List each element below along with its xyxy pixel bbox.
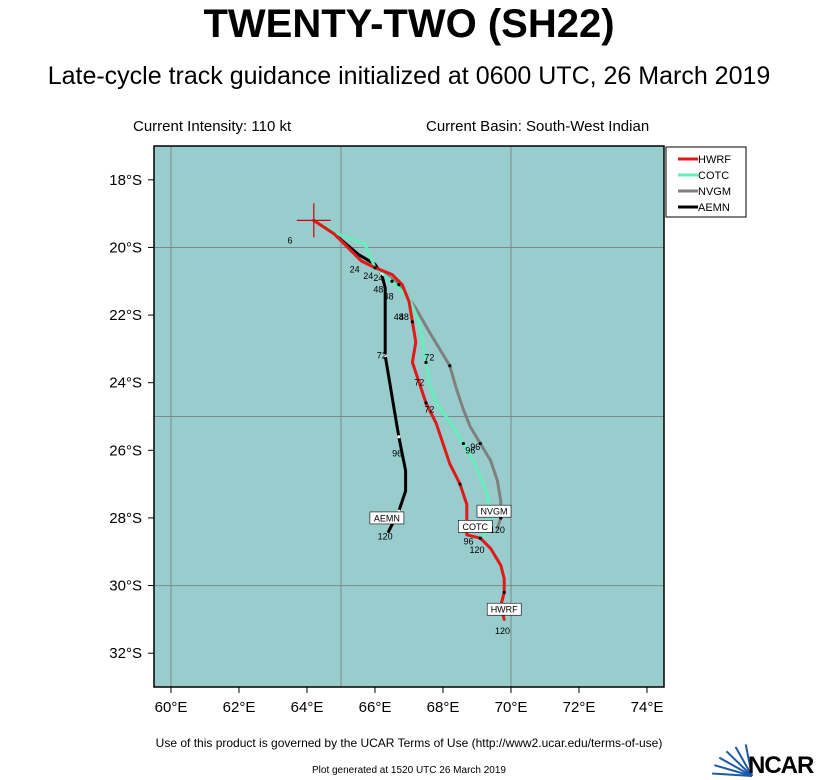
track-hwrf xyxy=(312,218,506,621)
forecast-point-hwrf xyxy=(502,590,506,594)
lon-tick-label: 60°E xyxy=(155,699,188,716)
logo-ray xyxy=(718,756,753,777)
forecast-point-hwrf xyxy=(458,482,462,486)
logo-ray xyxy=(734,746,753,777)
forecast-point-cotc xyxy=(424,360,428,364)
model-end-label-box xyxy=(476,504,512,518)
model-end-label: COTC xyxy=(463,522,489,532)
forecast-point-nvgm xyxy=(448,364,452,368)
forecast-hour-label: 96 xyxy=(470,442,480,452)
forecast-point-hwrf xyxy=(410,320,414,324)
longitude-axis: 60°E 62°E 64°E 66°E 68°E 70°E 72°E 74°E xyxy=(155,687,664,716)
forecast-hour-label: 120 xyxy=(469,545,484,555)
guidance-subtitle: Late-cycle track guidance initialized at… xyxy=(47,62,771,90)
forecast-hour-label: 72 xyxy=(424,352,434,362)
lat-tick-label: 22°S xyxy=(109,307,142,324)
model-end-label-box xyxy=(457,520,493,533)
legend-label-cotc: COTC xyxy=(698,170,729,182)
lat-tick-label: 28°S xyxy=(109,510,142,527)
forecast-hour-label: 24 xyxy=(373,273,383,283)
forecast-point-cotc xyxy=(390,279,394,283)
forecast-point-hwrf xyxy=(373,266,377,270)
forecast-hour-label: 48 xyxy=(384,291,394,301)
forecast-hour-label: 96 xyxy=(465,445,475,455)
lon-tick-label: 62°E xyxy=(223,699,256,716)
lon-tick-label: 72°E xyxy=(563,699,596,716)
forecast-point-hwrf xyxy=(424,401,428,405)
lon-tick-label: 74°E xyxy=(631,699,664,716)
forecast-hour-label: 72 xyxy=(377,351,387,361)
forecast-point-hwrf xyxy=(478,536,482,540)
terms-of-use-text: Use of this product is governed by the U… xyxy=(155,736,663,750)
lat-tick-label: 30°S xyxy=(109,578,142,595)
ncar-logo-text: NCAR xyxy=(748,752,814,779)
legend-label-nvgm: NVGM xyxy=(698,186,731,198)
forecast-hour-label: 96 xyxy=(463,537,473,547)
forecast-hour-label: 48 xyxy=(399,312,409,322)
forecast-hour-label: 96 xyxy=(392,449,402,459)
lat-tick-label: 32°S xyxy=(109,645,142,662)
forecast-point-aemn xyxy=(380,272,384,277)
lon-tick-label: 70°E xyxy=(495,699,528,716)
forecast-hour-label: 120 xyxy=(378,532,393,542)
legend-label-aemn: AEMN xyxy=(698,202,730,214)
lon-tick-label: 64°E xyxy=(291,699,324,716)
plot-generated-text: Plot generated at 1520 UTC 26 March 2019 xyxy=(311,765,506,776)
model-end-label: HWRF xyxy=(491,605,518,615)
model-end-labels: AEMN NVGM COTC HWRF xyxy=(369,504,522,616)
forecast-hour-label: 24 xyxy=(363,271,373,281)
lat-tick-label: 26°S xyxy=(109,442,142,459)
lat-tick-label: 24°S xyxy=(109,375,142,392)
lat-tick-label: 18°S xyxy=(109,172,142,189)
lat-tick-label: 20°S xyxy=(109,239,142,256)
current-basin-label: Current Basin: South-West Indian xyxy=(426,118,650,135)
model-end-label-box xyxy=(486,602,522,616)
latitude-axis: 18°S 20°S 22°S 24°S 26°S 28°S 30°S 32°S xyxy=(109,172,154,662)
forecast-hour-label: 72 xyxy=(414,378,424,388)
model-end-label: AEMN xyxy=(374,513,400,523)
forecast-hour-label: 120 xyxy=(495,626,510,636)
logo-ray xyxy=(712,772,753,777)
forecast-point-aemn xyxy=(397,435,401,439)
logo-ray xyxy=(714,764,753,777)
map-frame xyxy=(153,145,665,688)
forecast-hour-label: 48 xyxy=(394,312,404,322)
forecast-hour-label: 24 xyxy=(350,264,360,274)
legend-label-hwrf: HWRF xyxy=(698,154,731,166)
forecast-point-nvgm xyxy=(397,283,401,287)
forecast-hour-label: 6 xyxy=(287,236,292,246)
logo-ray xyxy=(725,750,753,777)
forecast-point-nvgm xyxy=(478,441,482,446)
storm-title: TWENTY-TWO (SH22) xyxy=(203,2,615,46)
forecast-hour-label: 48 xyxy=(373,285,383,295)
lon-tick-label: 66°E xyxy=(359,699,392,716)
model-end-label-box xyxy=(369,511,405,525)
forecast-hour-label: 120 xyxy=(490,525,505,535)
logo-ray xyxy=(744,744,753,777)
forecast-point-aemn xyxy=(383,354,387,358)
forecast-point-cotc xyxy=(461,441,465,446)
forecast-hour-label: 72 xyxy=(424,405,434,415)
lon-tick-label: 68°E xyxy=(427,699,460,716)
model-end-label: NVGM xyxy=(481,507,508,517)
ncar-logo-icon xyxy=(712,744,753,777)
current-position-marker xyxy=(296,203,331,238)
model-legend: HWRF COTC NVGM AEMN xyxy=(665,146,747,218)
current-intensity-label: Current Intensity: 110 kt xyxy=(133,118,292,135)
